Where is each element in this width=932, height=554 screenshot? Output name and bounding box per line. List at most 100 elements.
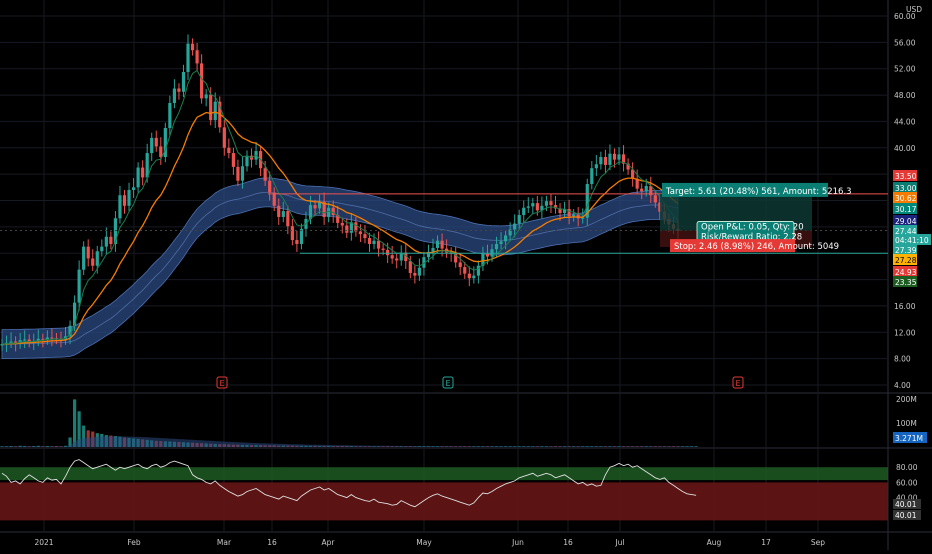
rsi-last-label: 40.01 (895, 500, 917, 509)
candle-body (617, 154, 621, 160)
rsi-last-label: 40.01 (895, 511, 917, 520)
candle-body (14, 341, 18, 344)
candle-body (122, 195, 127, 206)
price-tag-box (893, 234, 931, 245)
candle-body (118, 195, 122, 219)
candle-body (100, 246, 104, 252)
time-tick-label: 16 (563, 538, 573, 547)
candle-body (390, 255, 394, 259)
candle-body (454, 253, 458, 263)
candle-body (363, 234, 367, 239)
candle-body (317, 201, 322, 209)
candle-body (562, 209, 567, 214)
candle-body (186, 43, 190, 73)
volume-last-label: 3.271M (895, 434, 923, 443)
price-axis[interactable]: USD4.008.0012.0016.0020.0024.0028.0032.0… (893, 5, 931, 520)
rsi-tick-label: 80.00 (896, 463, 918, 472)
time-tick-label: Jun (511, 538, 524, 547)
ema-green-line (1, 69, 679, 345)
earnings-marker-box (732, 376, 744, 389)
price-tag-label: 30.17 (895, 205, 917, 214)
time-tick-label: 17 (761, 538, 771, 547)
candle-body (209, 94, 213, 121)
candle-body (272, 192, 276, 206)
time-tick-label: May (416, 538, 432, 547)
candle-body (45, 337, 49, 340)
candle-body (72, 302, 77, 326)
candle-body (367, 238, 372, 244)
volume-last-box (893, 432, 927, 443)
candle-body (277, 205, 281, 217)
candle-body (499, 241, 503, 244)
candle-body (431, 247, 435, 252)
price-tick-label: 4.00 (894, 381, 911, 390)
time-axis[interactable]: 2021 Feb Mar 16 Apr May Jun 16 Jul Aug 17 Sep (34, 538, 825, 547)
candle-body (612, 153, 617, 160)
candle-body (603, 157, 608, 165)
time-tick-label: 16 (267, 538, 277, 547)
candle-body (644, 186, 648, 192)
price-tag-box (893, 244, 917, 255)
candle-body (544, 201, 549, 206)
price-tag-box (893, 182, 917, 193)
candle-body (113, 218, 118, 244)
candle-body (308, 205, 313, 219)
candle-body (50, 337, 54, 339)
candle-body (354, 222, 358, 232)
candle-body (231, 153, 235, 167)
price-tick-label: 16.00 (894, 302, 916, 311)
price-tag-label: 27.44 (895, 227, 917, 236)
candle-body (553, 205, 558, 209)
rsi-pane (0, 459, 888, 521)
candle-body (27, 339, 31, 343)
candle-body (472, 275, 476, 279)
price-tick-label: 12.00 (894, 328, 916, 337)
candle-body (549, 201, 553, 206)
volume-bar (77, 411, 81, 447)
candle-body (172, 88, 177, 103)
candle-body (336, 214, 340, 223)
candle-body (104, 236, 108, 247)
candle-body (168, 102, 172, 129)
candle-body (36, 338, 40, 341)
pnl-label: Open P&L: 0.05, Qty: 20 (701, 223, 804, 233)
candle-body (91, 258, 95, 266)
candle-body (290, 226, 294, 241)
stop-label: Stop: 2.46 (8.98%) 246, Amount: 5049 (674, 242, 839, 252)
candle-body (494, 243, 499, 250)
candle-body (404, 252, 408, 262)
candle-body (408, 261, 412, 273)
time-tick-label: Feb (127, 538, 141, 547)
candle-body (635, 178, 639, 189)
price-tick-label: 44.00 (894, 117, 916, 126)
ema-orange-line (1, 111, 679, 345)
price-tag-box (893, 203, 917, 214)
candle-body (526, 206, 530, 208)
candle-body (435, 240, 440, 248)
candle-body (109, 236, 113, 244)
candle-body (340, 222, 344, 226)
candle-body (576, 214, 580, 219)
candle-body (331, 207, 335, 215)
candle-body (313, 205, 317, 209)
candle-body (159, 146, 163, 158)
price-tag-label: 04:41:10 (895, 236, 929, 245)
price-tag-box (893, 225, 917, 236)
candle-body (181, 72, 186, 92)
earnings-marker-label: E (219, 379, 224, 388)
position-tool[interactable]: Target: 5.61 (20.48%) 561, Amount: 5216.… (0, 182, 888, 254)
volume-bar (68, 437, 72, 447)
candle-body (150, 137, 154, 154)
time-tick-label: Aug (707, 538, 722, 547)
candle-body (372, 240, 376, 244)
candle-body (9, 341, 13, 343)
candle-body (417, 267, 421, 276)
candle-body (631, 169, 635, 179)
candle-body (585, 184, 589, 218)
candle-body (327, 207, 331, 217)
candle-body (240, 166, 245, 181)
price-tag-label: 30.62 (895, 194, 917, 203)
